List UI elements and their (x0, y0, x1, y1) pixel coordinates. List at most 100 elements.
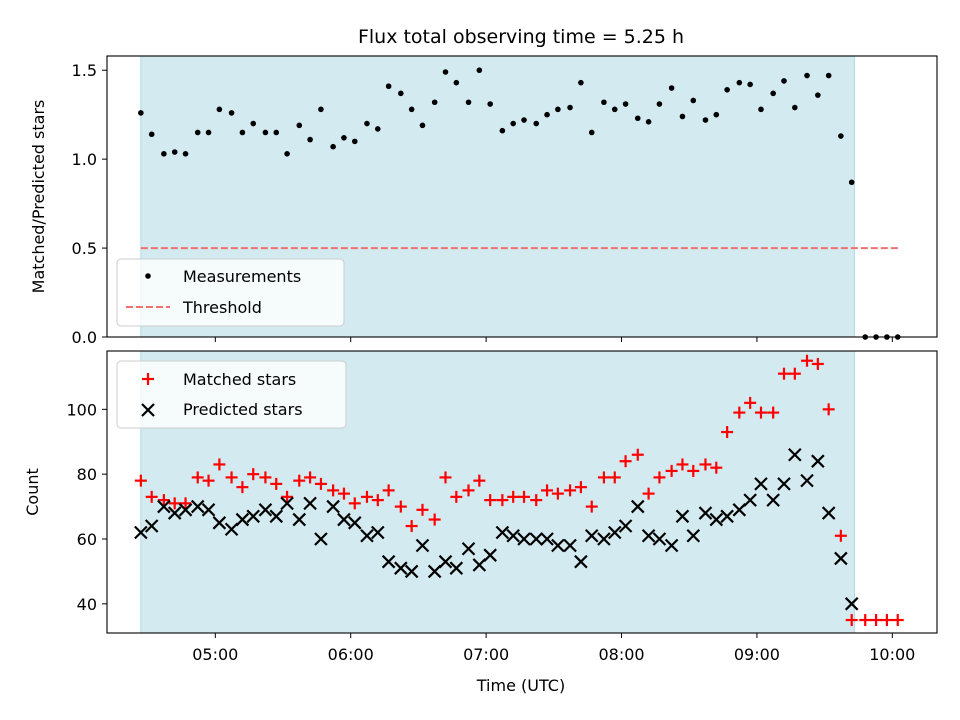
predicted-star-point (709, 512, 724, 527)
matched-star-point (348, 497, 361, 510)
measurement-point (544, 111, 550, 118)
measurement-point (364, 120, 370, 127)
predicted-star-point (821, 506, 836, 520)
matched-star-point (676, 458, 689, 471)
matched-star-point (507, 490, 520, 503)
matched-star-point (608, 471, 621, 484)
measurement-point (521, 117, 527, 123)
matched-star-point (293, 474, 306, 487)
bottom-y-ticks: 40 60 80 100 (66, 400, 107, 614)
predicted-star-point (483, 548, 497, 562)
matched-star-point (687, 464, 700, 477)
top-y-axis-label: Matched/Predicted stars (29, 100, 48, 294)
measurement-point (815, 92, 821, 98)
matched-star-point (496, 494, 509, 507)
predicted-star-point (144, 519, 159, 533)
matched-star-point (450, 490, 463, 503)
legend-measurements-marker (145, 273, 151, 279)
predicted-star-point (201, 503, 216, 517)
matched-star-point (394, 500, 407, 513)
measurement-point (148, 131, 155, 138)
predicted-star-point (224, 522, 239, 537)
top-y-tick-label: 1.5 (72, 61, 97, 80)
predicted-star-point (652, 532, 667, 546)
matched-star-point (439, 471, 452, 484)
measurement-point (825, 72, 832, 79)
matched-star-point (484, 494, 497, 507)
measurement-point (398, 90, 404, 97)
matched-star-point (371, 494, 384, 507)
matched-star-point (337, 487, 350, 500)
bottom-x-tick-label: 07:00 (463, 645, 509, 664)
bottom-y-tick-label: 40 (77, 595, 97, 614)
matched-star-point (777, 367, 790, 380)
bottom-y-tick-label: 60 (77, 530, 97, 549)
legend-measurements-label: Measurements (183, 267, 301, 286)
matched-star-point (585, 500, 598, 513)
predicted-star-point (754, 477, 768, 491)
bottom-panel: 40 60 80 100 05:00 06:00 07:00 08:00 09:00 10:00… (23, 350, 938, 695)
bottom-y-tick-label: 80 (77, 465, 97, 484)
measurement-point (453, 79, 460, 86)
matched-star-point (428, 513, 441, 526)
matched-star-point (767, 406, 780, 419)
predicted-star-point (506, 528, 520, 543)
predicted-star-point (675, 509, 690, 524)
measurement-point (702, 117, 709, 123)
predicted-star-point (371, 525, 385, 540)
matched-star-point (733, 406, 746, 419)
predicted-star-point (800, 473, 814, 488)
predicted-star-point (258, 503, 273, 517)
predicted-star-point (461, 541, 476, 556)
predicted-star-point (574, 554, 588, 569)
measurement-points (138, 67, 901, 340)
measurement-point (656, 101, 663, 107)
bottom-x-tick-label: 10:00 (869, 645, 915, 664)
predicted-star-point (246, 509, 261, 524)
predicted-star-point (540, 532, 554, 546)
predicted-star-point (360, 528, 374, 543)
matched-star-point (811, 357, 824, 370)
matched-star-point (202, 474, 215, 487)
measurement-point (848, 179, 855, 186)
measurement-point (442, 69, 449, 75)
matched-star-point (247, 468, 260, 481)
matched-star-point (134, 474, 147, 487)
matched-star-point (574, 481, 587, 494)
matched-star-point (699, 458, 712, 471)
predicted-star-point (686, 528, 701, 543)
measurement-point (533, 120, 540, 127)
top-y-tick-label: 0.5 (72, 239, 97, 258)
top-y-tick-label: 1.0 (72, 150, 97, 169)
matched-star-point (880, 614, 893, 627)
measurement-point (499, 127, 506, 134)
measurement-point (668, 85, 675, 91)
measurement-point (284, 151, 290, 157)
matched-star-point (631, 448, 644, 461)
matched-star-point (788, 367, 801, 380)
predicted-star-point (607, 525, 622, 540)
matched-star-point (382, 484, 395, 497)
predicted-star-point (427, 564, 442, 579)
matched-star-point (822, 403, 835, 416)
matched-star-point (891, 614, 904, 627)
measurement-point (408, 106, 415, 113)
measurement-point (239, 129, 246, 136)
bottom-x-tick-label: 09:00 (734, 645, 780, 664)
measurement-point (567, 104, 573, 111)
measurement-point (487, 101, 493, 107)
matched-star-point (259, 471, 272, 484)
predicted-star-point (449, 561, 464, 575)
measurement-point (747, 81, 753, 88)
matched-star-point (721, 426, 734, 439)
measurement-point (419, 122, 426, 129)
matched-star-point (145, 490, 158, 503)
predicted-star-point (348, 516, 362, 530)
measurement-point (296, 122, 303, 129)
predicted-star-point (495, 525, 510, 540)
measurement-point (804, 72, 810, 79)
predicted-star-point (563, 538, 577, 553)
bottom-x-tick-label: 08:00 (598, 645, 644, 664)
matched-star-point (845, 614, 858, 627)
